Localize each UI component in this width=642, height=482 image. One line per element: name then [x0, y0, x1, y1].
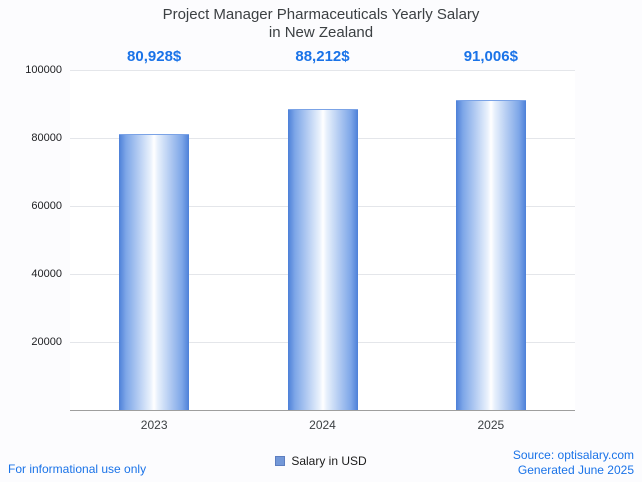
- plot-area: [70, 70, 575, 411]
- source-block: Source: optisalary.com Generated June 20…: [513, 448, 634, 478]
- x-axis-tick-label: 2025: [477, 418, 505, 432]
- bar-value-label: 80,928$: [127, 48, 182, 65]
- y-axis-tick-label: 20000: [31, 336, 62, 348]
- legend-label: Salary in USD: [291, 454, 367, 468]
- x-axis-tick-label: 2024: [309, 418, 336, 432]
- source-text: Source: optisalary.com: [512, 448, 634, 462]
- y-axis-tick-label: 60000: [31, 200, 62, 212]
- bar: [287, 109, 358, 410]
- chart-title: Project Manager Pharmaceuticals Yearly S…: [0, 6, 642, 42]
- bar: [119, 133, 190, 410]
- chart-title-line2: in New Zealand: [268, 24, 374, 41]
- y-axis-tick-label: 40000: [31, 268, 62, 280]
- legend-swatch-icon: [275, 456, 286, 466]
- chart-legend: Salary in USD: [0, 454, 642, 468]
- gridline: [70, 70, 575, 71]
- generated-text: Generated June 2025: [517, 463, 634, 477]
- x-axis-tick-label: 2023: [140, 418, 168, 432]
- bar-value-label: 91,006$: [463, 48, 518, 65]
- bar-value-label: 88,212$: [295, 48, 350, 65]
- disclaimer-text: For informational use only: [8, 462, 147, 476]
- y-axis-tick-label: 100000: [25, 64, 62, 76]
- chart-title-line1: Project Manager Pharmaceuticals Yearly S…: [162, 6, 480, 23]
- y-axis-tick-label: 80000: [31, 132, 62, 144]
- bar: [455, 99, 526, 410]
